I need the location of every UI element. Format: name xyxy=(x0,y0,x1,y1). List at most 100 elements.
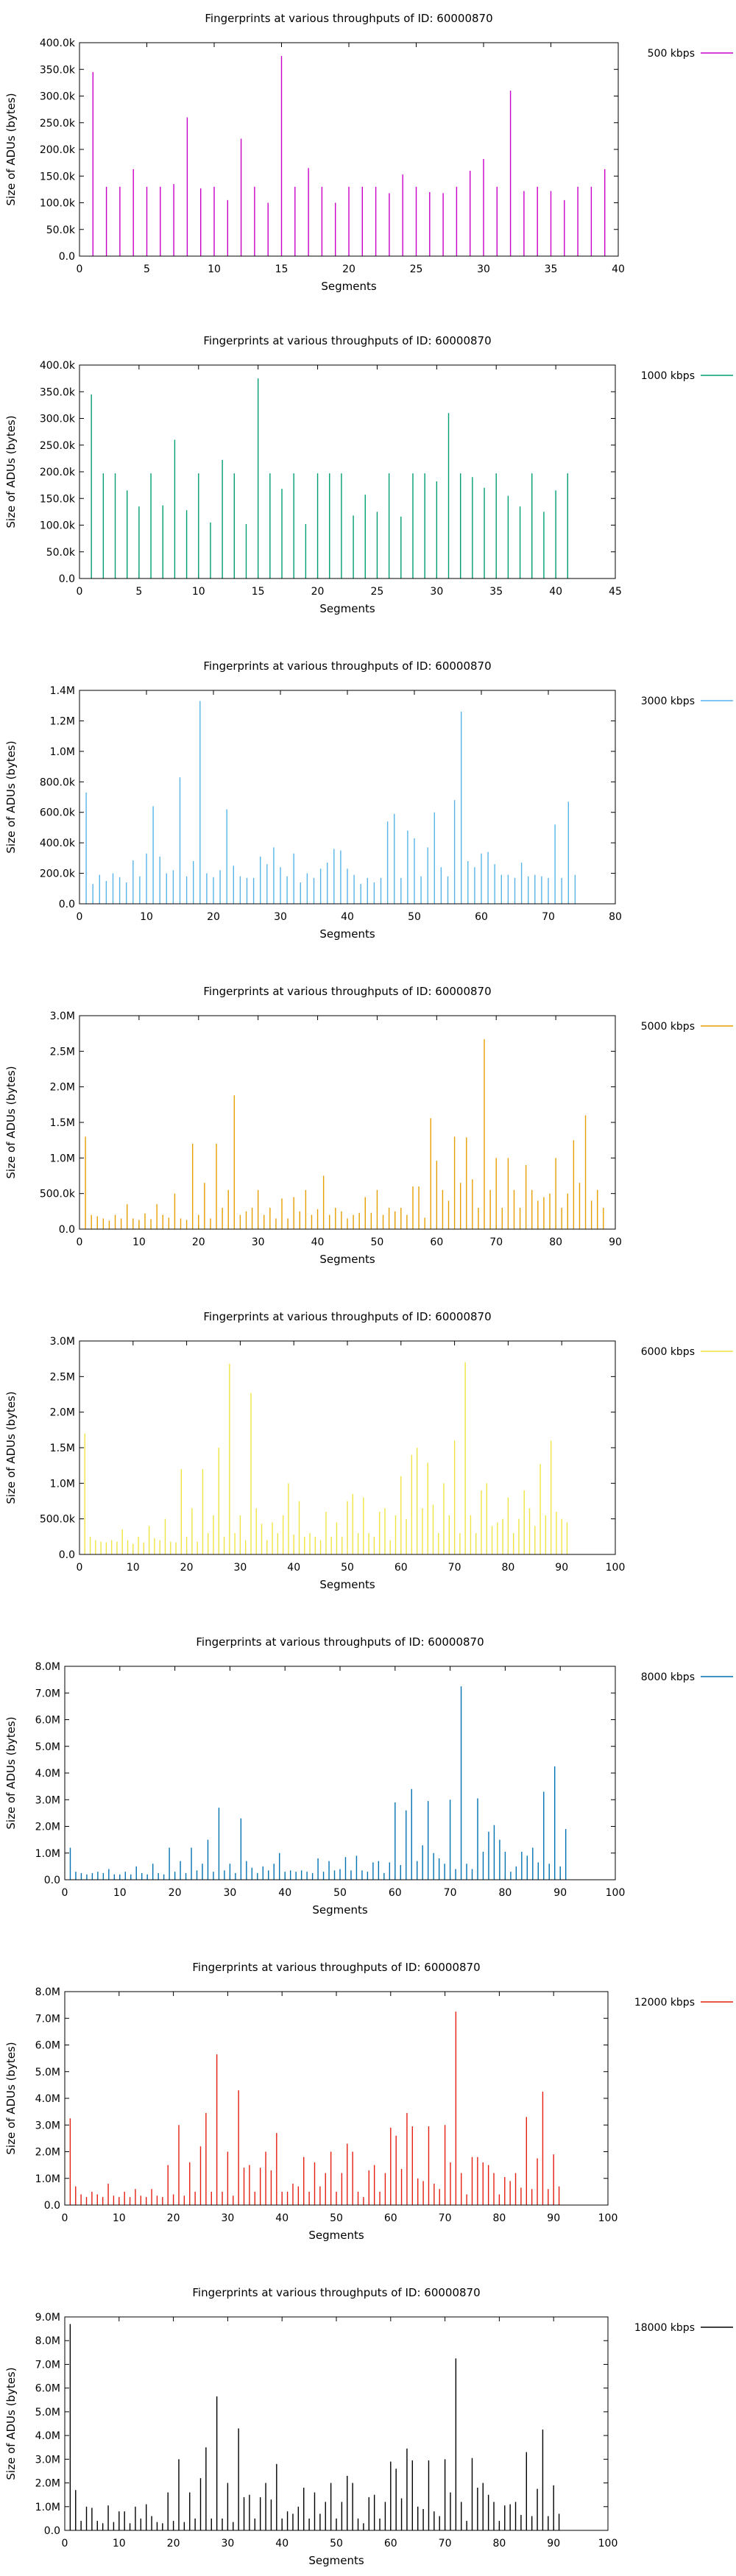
y-tick-label: 0.0 xyxy=(44,1875,60,1886)
y-tick-label: 400.0k xyxy=(40,38,76,49)
legend-label: 3000 kbps xyxy=(641,696,695,707)
y-tick-label: 1.2M xyxy=(50,715,75,727)
x-tick-label: 10 xyxy=(113,2538,126,2550)
y-tick-label: 350.0k xyxy=(40,386,76,398)
y-tick-label: 4.0M xyxy=(35,2093,60,2105)
x-tick-label: 90 xyxy=(547,2212,560,2224)
plot-frame xyxy=(79,1340,616,1555)
x-tick-label: 40 xyxy=(287,1562,300,1574)
x-tick-label: 70 xyxy=(444,1887,457,1899)
y-tick-label: 3.0M xyxy=(35,1794,60,1806)
x-tick-label: 60 xyxy=(384,2212,397,2224)
x-tick-label: 100 xyxy=(598,2538,618,2550)
chart-title: Fingerprints at various throughputs of I… xyxy=(192,1961,480,1974)
y-tick-label: 800.0k xyxy=(40,776,76,788)
plot-frame xyxy=(79,690,616,905)
x-axis-label: Segments xyxy=(319,1253,375,1266)
y-tick-label: 5.0M xyxy=(35,2407,60,2418)
plot-frame xyxy=(64,1991,609,2206)
y-tick-label: 7.0M xyxy=(35,2359,60,2371)
chart-2: Fingerprints at various throughputs of I… xyxy=(4,334,733,615)
y-tick-label: 7.0M xyxy=(35,1688,60,1699)
y-axis-label: Size of ADUs (bytes) xyxy=(4,1391,18,1504)
x-tick-label: 50 xyxy=(341,1562,354,1574)
y-tick-label: 8.0M xyxy=(35,1661,60,1673)
y-tick-label: 8.0M xyxy=(35,1986,60,1998)
x-tick-label: 10 xyxy=(127,1562,140,1574)
y-tick-label: 5.0M xyxy=(35,2067,60,2078)
x-tick-label: 40 xyxy=(275,2212,289,2224)
y-tick-label: 1.4M xyxy=(50,685,75,697)
legend-label: 6000 kbps xyxy=(641,1346,695,1358)
chart-title: Fingerprints at various throughputs of I… xyxy=(203,985,491,998)
x-tick-label: 0 xyxy=(62,2538,68,2550)
y-tick-label: 0.0 xyxy=(59,251,75,263)
x-tick-label: 60 xyxy=(389,1887,402,1899)
y-tick-label: 400.0k xyxy=(40,360,76,372)
legend-label: 5000 kbps xyxy=(641,1021,695,1033)
y-tick-label: 6.0M xyxy=(35,2040,60,2052)
y-tick-label: 200.0k xyxy=(40,868,76,880)
x-tick-label: 90 xyxy=(547,2538,560,2550)
chart-title: Fingerprints at various throughputs of I… xyxy=(203,659,491,673)
y-tick-label: 0.0 xyxy=(59,1224,75,1236)
x-tick-label: 70 xyxy=(448,1562,461,1574)
chart-1: Fingerprints at various throughputs of I… xyxy=(4,12,733,293)
x-tick-label: 40 xyxy=(278,1887,291,1899)
x-axis-label: Segments xyxy=(308,2554,364,2567)
x-tick-label: 30 xyxy=(221,2538,234,2550)
y-tick-label: 250.0k xyxy=(40,118,76,130)
legend-label: 500 kbps xyxy=(648,48,695,60)
x-tick-label: 5 xyxy=(144,263,150,275)
y-tick-label: 500.0k xyxy=(40,1189,76,1200)
x-tick-label: 100 xyxy=(606,1562,626,1574)
x-axis-label: Segments xyxy=(321,280,377,293)
x-tick-label: 20 xyxy=(180,1562,194,1574)
x-tick-label: 20 xyxy=(167,2212,180,2224)
y-tick-label: 8.0M xyxy=(35,2335,60,2347)
x-tick-label: 35 xyxy=(489,586,503,598)
y-tick-label: 0.0 xyxy=(59,899,75,910)
y-tick-label: 2.0M xyxy=(50,1407,75,1419)
y-tick-label: 150.0k xyxy=(40,171,76,183)
x-tick-label: 25 xyxy=(410,263,423,275)
x-tick-label: 0 xyxy=(77,1236,83,1248)
x-axis-label: Segments xyxy=(319,602,375,615)
x-tick-label: 10 xyxy=(140,911,153,923)
x-tick-label: 0 xyxy=(77,586,83,598)
legend-label: 8000 kbps xyxy=(641,1671,695,1683)
x-tick-label: 40 xyxy=(612,263,625,275)
x-tick-label: 90 xyxy=(555,1562,568,1574)
y-axis-label: Size of ADUs (bytes) xyxy=(4,415,18,528)
x-tick-label: 30 xyxy=(223,1887,236,1899)
x-tick-label: 5 xyxy=(135,586,142,598)
x-tick-label: 20 xyxy=(169,1887,182,1899)
y-tick-label: 3.0M xyxy=(35,2120,60,2131)
x-tick-label: 10 xyxy=(113,2212,126,2224)
y-tick-label: 400.0k xyxy=(40,838,76,849)
y-tick-label: 50.0k xyxy=(46,224,76,236)
x-tick-label: 30 xyxy=(430,586,443,598)
x-tick-label: 80 xyxy=(492,2538,506,2550)
x-tick-label: 50 xyxy=(333,1887,347,1899)
y-tick-label: 3.0M xyxy=(50,1336,75,1348)
x-tick-label: 20 xyxy=(167,2538,180,2550)
chart-8: Fingerprints at various throughputs of I… xyxy=(4,2286,733,2567)
x-tick-label: 0 xyxy=(62,1887,68,1899)
x-tick-label: 80 xyxy=(549,1236,562,1248)
y-tick-label: 6.0M xyxy=(35,1715,60,1727)
y-axis-label: Size of ADUs (bytes) xyxy=(4,93,18,205)
y-axis-label: Size of ADUs (bytes) xyxy=(4,2367,18,2480)
x-tick-label: 10 xyxy=(192,586,205,598)
y-tick-label: 1.0M xyxy=(50,1478,75,1490)
y-tick-label: 0.0 xyxy=(44,2200,60,2212)
y-tick-label: 3.0M xyxy=(35,2454,60,2466)
y-tick-label: 300.0k xyxy=(40,414,76,425)
y-tick-label: 1.0M xyxy=(50,746,75,758)
chart-3: Fingerprints at various throughputs of I… xyxy=(4,659,733,941)
x-tick-label: 10 xyxy=(208,263,221,275)
chart-title: Fingerprints at various throughputs of I… xyxy=(192,2286,480,2299)
x-tick-label: 20 xyxy=(192,1236,205,1248)
x-tick-label: 0 xyxy=(77,1562,83,1574)
x-tick-label: 70 xyxy=(489,1236,503,1248)
